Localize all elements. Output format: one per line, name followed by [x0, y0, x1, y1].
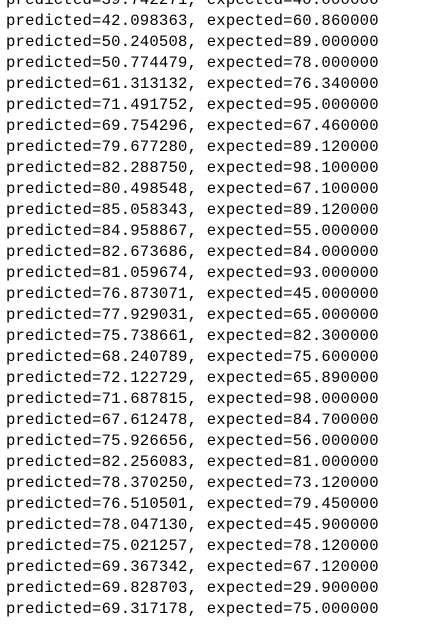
console-output: predicted=39.742271, expected=40.000000 …: [6, 0, 379, 618]
console-line: predicted=67.612478, expected=84.700000: [6, 411, 379, 429]
console-line: predicted=50.240508, expected=89.000000: [6, 33, 379, 51]
console-line: predicted=79.677280, expected=89.120000: [6, 138, 379, 156]
console-line: predicted=75.926656, expected=56.000000: [6, 432, 379, 450]
console-line: predicted=50.774479, expected=78.000000: [6, 54, 379, 72]
console-line: predicted=39.742271, expected=40.000000: [6, 0, 379, 9]
console-line: predicted=76.510501, expected=79.450000: [6, 495, 379, 513]
console-line: predicted=81.059674, expected=93.000000: [6, 264, 379, 282]
console-line: predicted=71.491752, expected=95.000000: [6, 96, 379, 114]
console-line: predicted=69.317178, expected=75.000000: [6, 600, 379, 618]
console-line: predicted=85.058343, expected=89.120000: [6, 201, 379, 219]
console-line: predicted=82.256083, expected=81.000000: [6, 453, 379, 471]
console-line: predicted=75.738661, expected=82.300000: [6, 327, 379, 345]
console-line: predicted=78.370250, expected=73.120000: [6, 474, 379, 492]
console-line: predicted=78.047130, expected=45.900000: [6, 516, 379, 534]
console-line: predicted=77.929031, expected=65.000000: [6, 306, 379, 324]
console-line: predicted=68.240789, expected=75.600000: [6, 348, 379, 366]
console-line: predicted=76.873071, expected=45.000000: [6, 285, 379, 303]
console-line: predicted=69.754296, expected=67.460000: [6, 117, 379, 135]
console-line: predicted=82.673686, expected=84.000000: [6, 243, 379, 261]
console-line: predicted=71.687815, expected=98.000000: [6, 390, 379, 408]
console-line: predicted=61.313132, expected=76.340000: [6, 75, 379, 93]
console-line: predicted=69.367342, expected=67.120000: [6, 558, 379, 576]
console-line: predicted=72.122729, expected=65.890000: [6, 369, 379, 387]
console-line: predicted=82.288750, expected=98.100000: [6, 159, 379, 177]
console-line: predicted=84.958867, expected=55.000000: [6, 222, 379, 240]
console-line: predicted=42.098363, expected=60.860000: [6, 12, 379, 30]
console-line: predicted=69.828703, expected=29.900000: [6, 579, 379, 597]
console-line: predicted=80.498548, expected=67.100000: [6, 180, 379, 198]
console-line: predicted=75.021257, expected=78.120000: [6, 537, 379, 555]
